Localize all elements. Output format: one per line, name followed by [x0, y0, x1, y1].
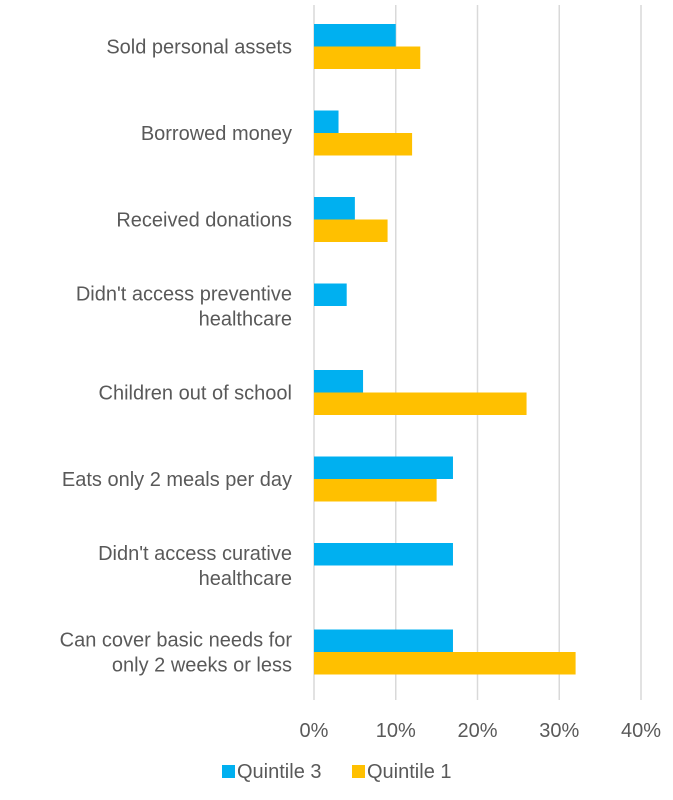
- x-tick-labels: 0% 10% 20% 30% 40%: [300, 720, 662, 742]
- category-label: Didn't access preventive healthcare: [76, 284, 292, 331]
- bar-quintile-3: [314, 543, 453, 566]
- bar-quintile-3: [314, 456, 453, 479]
- bar-quintile-1: [314, 46, 421, 69]
- category-label: Received donations: [116, 210, 292, 232]
- category-label: Children out of school: [99, 383, 292, 405]
- category-label: Can cover basic needs for only 2 weeks or…: [60, 630, 293, 677]
- category-label: Eats only 2 meals per day: [62, 469, 292, 491]
- x-tick-label: 40%: [621, 720, 661, 742]
- bar-quintile-3: [314, 110, 339, 133]
- legend: Quintile 3 Quintile 1: [222, 761, 452, 783]
- category-label: Didn't access curative healthcare: [98, 543, 292, 590]
- x-tick-label: 10%: [376, 720, 416, 742]
- bar-quintile-1: [314, 652, 576, 675]
- bar-quintile-1: [314, 392, 527, 415]
- bar-quintile-3: [314, 283, 347, 306]
- category-label: Sold personal assets: [106, 37, 292, 59]
- legend-swatch: [222, 765, 235, 778]
- legend-label: Quintile 3: [237, 761, 322, 783]
- bar-quintile-3: [314, 24, 396, 47]
- bar-quintile-3: [314, 370, 364, 393]
- bar-quintile-1: [314, 479, 437, 502]
- legend-label: Quintile 1: [367, 761, 452, 783]
- category-label: Borrowed money: [141, 123, 292, 145]
- bar-quintile-1: [314, 133, 413, 156]
- x-tick-label: 30%: [539, 720, 579, 742]
- bars: [314, 24, 576, 675]
- x-tick-label: 20%: [457, 720, 497, 742]
- bar-quintile-3: [314, 197, 355, 220]
- gridlines: [313, 5, 642, 700]
- category-labels: Sold personal assets Borrowed money Receiv…: [60, 37, 293, 677]
- bar-quintile-1: [314, 219, 388, 242]
- bar-quintile-3: [314, 629, 453, 652]
- x-tick-label: 0%: [300, 720, 329, 742]
- legend-swatch: [352, 765, 365, 778]
